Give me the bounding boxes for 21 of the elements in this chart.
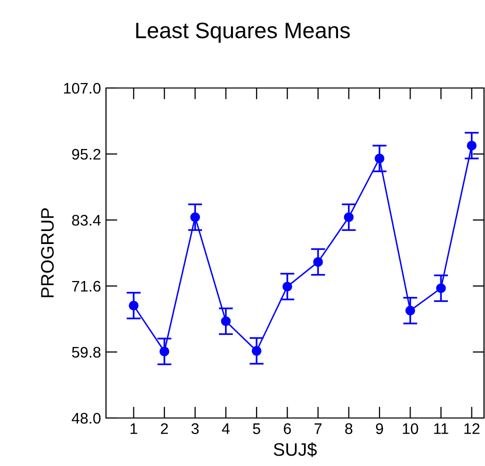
- x-tick-label: 2: [160, 423, 168, 434]
- x-tick-label: 6: [284, 423, 291, 434]
- y-tick-label: 83.4: [72, 214, 101, 226]
- x-axis-title: SUJ$: [274, 442, 317, 457]
- y-axis-title: PROGRUP: [41, 208, 54, 298]
- x-tick-label: 1: [130, 423, 138, 434]
- y-tick-label: 71.6: [72, 280, 100, 292]
- x-tick-label: 12: [464, 423, 480, 434]
- x-tick-label: 5: [252, 423, 260, 434]
- y-tick-label: 107.0: [64, 82, 101, 94]
- x-tick-label: 4: [222, 423, 230, 434]
- x-tick-label: 7: [314, 423, 322, 434]
- y-tick-label: 95.2: [72, 148, 100, 160]
- x-tick-label: 10: [402, 423, 418, 434]
- x-tick-label: 9: [376, 423, 384, 434]
- x-tick-label: 3: [191, 423, 199, 434]
- x-tick-label: 11: [434, 423, 448, 434]
- y-tick-label: 48.0: [72, 412, 101, 424]
- x-tick-label: 8: [345, 423, 352, 434]
- chart-title: Least Squares Means: [136, 22, 350, 43]
- y-tick-label: 59.8: [72, 346, 100, 358]
